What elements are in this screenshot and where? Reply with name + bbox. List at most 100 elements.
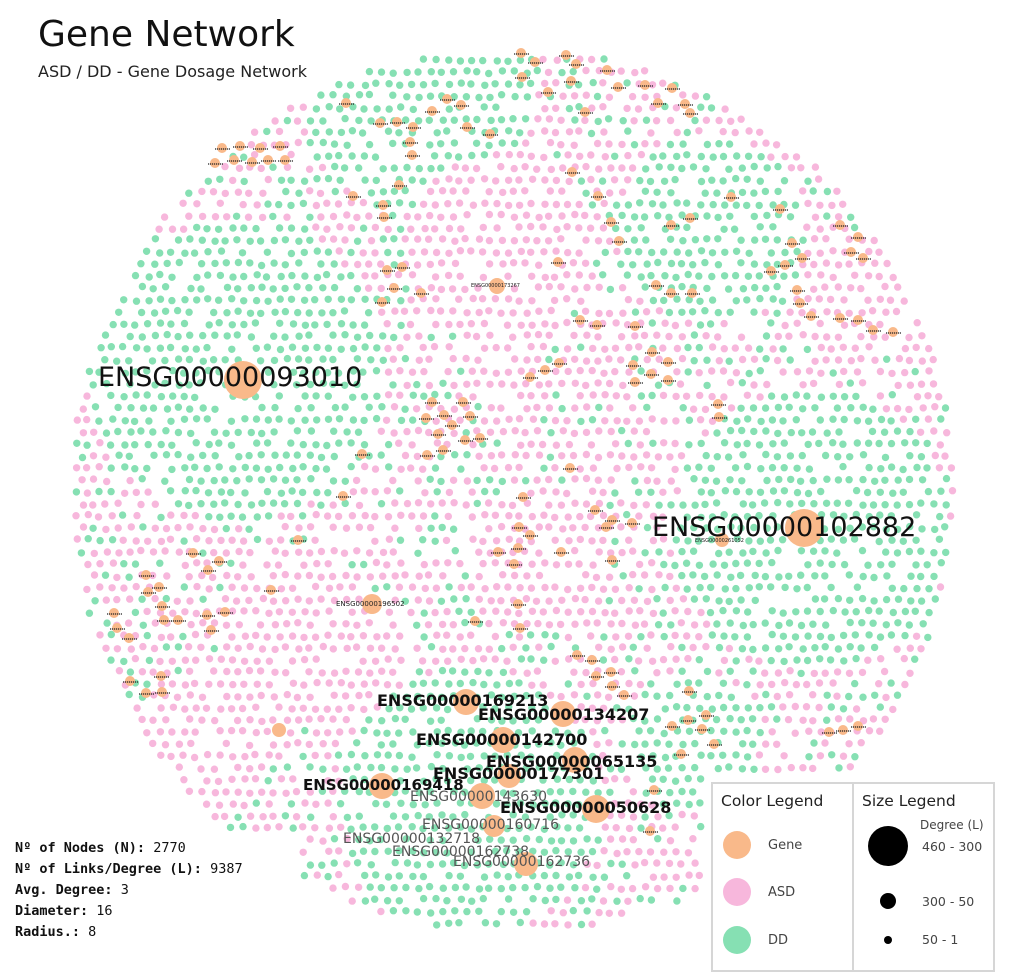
dd-node [523, 93, 532, 101]
gene-node [627, 518, 637, 528]
dd-node [798, 429, 806, 437]
asd-node [424, 235, 433, 243]
asd-node [396, 632, 404, 640]
dd-node [373, 751, 382, 759]
asd-node [581, 715, 589, 724]
dd-node [552, 871, 560, 880]
dd-node [679, 501, 687, 509]
dd-node [535, 691, 543, 699]
dd-node [371, 895, 379, 903]
asd-node [419, 512, 428, 520]
asd-node [491, 295, 500, 303]
dd-node [323, 441, 331, 450]
dd-node [348, 127, 357, 135]
asd-node [625, 463, 633, 472]
asd-node [868, 307, 877, 315]
asd-node [325, 584, 334, 592]
dd-node [432, 704, 441, 712]
dd-node [96, 536, 104, 545]
dd-node [811, 572, 819, 580]
dd-node [592, 259, 601, 267]
dd-node [709, 153, 717, 161]
dd-node [569, 811, 577, 819]
dd-node [439, 764, 447, 773]
dd-node [409, 800, 417, 809]
gene-node [780, 260, 790, 270]
dd-node [389, 907, 398, 915]
asd-node [382, 416, 391, 424]
asd-node [449, 645, 457, 653]
network-stats: Nº of Nodes (N): 2770 Nº of Links/Degree… [15, 838, 243, 943]
asd-node [438, 499, 446, 507]
asd-node [708, 417, 717, 425]
gene-node [341, 98, 351, 108]
gene-node [787, 238, 797, 248]
dd-node [702, 93, 711, 101]
dd-node [685, 441, 693, 449]
asd-node [581, 883, 590, 892]
dd-node [833, 499, 841, 507]
gene-node [156, 671, 166, 681]
gene-node [203, 565, 213, 575]
dd-node [161, 477, 169, 485]
dd-node [840, 393, 849, 401]
asd-node [202, 800, 211, 808]
dd-node [467, 608, 475, 616]
dd-node [743, 512, 752, 521]
asd-node [228, 583, 236, 591]
dd-node [439, 907, 447, 916]
dd-node [732, 751, 740, 759]
dd-node [348, 152, 356, 160]
asd-node [509, 668, 517, 676]
dd-node [180, 392, 188, 401]
asd-node [653, 669, 661, 677]
dd-node [205, 513, 213, 521]
asd-node [613, 464, 621, 473]
asd-node [769, 345, 777, 353]
asd-node [564, 513, 572, 521]
asd-node [305, 597, 313, 605]
dd-node [665, 811, 673, 820]
asd-node [611, 367, 619, 376]
asd-node [586, 224, 595, 232]
dd-node [355, 812, 363, 820]
asd-node [544, 212, 553, 220]
asd-node [653, 859, 661, 867]
asd-node [659, 655, 668, 664]
asd-node [774, 669, 783, 677]
dd-node [433, 799, 441, 807]
asd-node [600, 128, 608, 136]
asd-node [792, 680, 801, 689]
dd-node [162, 594, 170, 603]
asd-node [216, 680, 225, 688]
asd-node [232, 597, 241, 605]
gene-node [685, 108, 695, 118]
dd-node [275, 392, 283, 400]
dd-node [750, 523, 758, 532]
asd-node [504, 608, 512, 616]
asd-node [348, 512, 357, 520]
dd-node [245, 525, 253, 533]
asd-node [875, 248, 883, 256]
dd-node [336, 176, 344, 184]
dd-node [497, 836, 505, 844]
dd-node [325, 103, 333, 111]
dd-node [613, 897, 621, 905]
dd-node [653, 595, 661, 603]
dd-node [677, 524, 685, 532]
asd-node [625, 607, 633, 615]
dd-node [756, 177, 764, 185]
asd-node [905, 333, 913, 342]
asd-node [391, 307, 399, 315]
gene-node [229, 155, 239, 165]
asd-node [263, 633, 271, 641]
dd-node [95, 487, 103, 496]
dd-node [223, 332, 231, 340]
asd-node [467, 583, 475, 591]
gene-node [646, 369, 656, 379]
dd-node [431, 79, 439, 88]
dd-node [481, 487, 489, 496]
asd-node [545, 282, 553, 291]
dd-node [432, 848, 440, 857]
dd-node [738, 164, 746, 172]
